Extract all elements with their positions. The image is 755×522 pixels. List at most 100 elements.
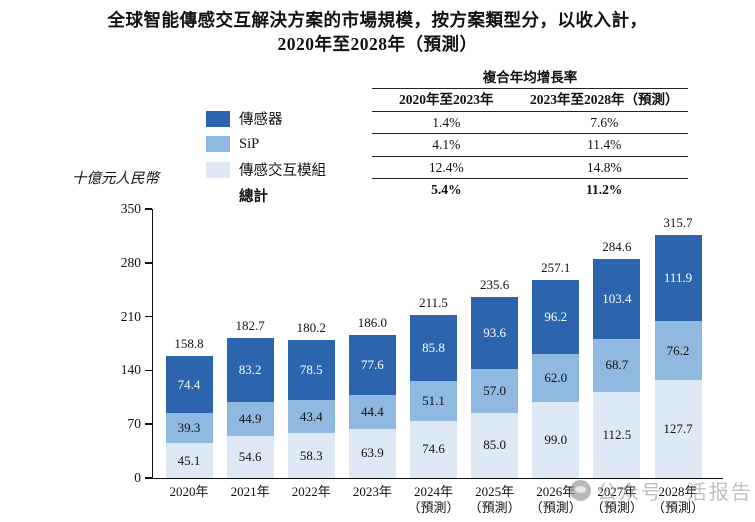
bar-segment-sensor: 77.6 <box>348 335 396 395</box>
y-axis-tick <box>144 262 152 264</box>
bar-segment-module: 54.6 <box>226 436 274 478</box>
bar-total-label: 186.0 <box>357 315 387 331</box>
segment-value-label: 68.7 <box>605 357 629 373</box>
cagr-row-total: 5.4% 11.2% <box>372 179 688 201</box>
segment-value-label: 58.3 <box>299 447 323 463</box>
bar-segment-sensor: 96.2 <box>532 280 580 355</box>
bar-segment-sip: 68.7 <box>593 338 641 392</box>
legend-item-label: 傳感器 <box>239 112 283 128</box>
legend-item-label: SiP <box>239 135 260 152</box>
legend-item-label: 傳感交互模組 <box>239 163 326 179</box>
segment-value-label: 44.4 <box>361 403 384 419</box>
bar-segment-module: 112.5 <box>593 391 641 478</box>
legend-swatch-icon <box>206 161 230 178</box>
bar-segment-sensor: 74.4 <box>165 355 213 414</box>
x-axis-category-label: 2024年 （預測） <box>407 484 460 515</box>
x-axis-category-label: 2025年 （預測） <box>468 484 521 515</box>
bar-segment-sensor: 78.5 <box>287 339 335 400</box>
bar-total-label: 158.8 <box>174 335 204 351</box>
bar-segment-sip: 57.0 <box>471 368 519 413</box>
cagr-total-value: 11.2% <box>586 182 623 197</box>
segment-value-label: 45.1 <box>177 452 201 468</box>
cagr-value: 11.4% <box>587 137 622 152</box>
cagr-value: 4.1% <box>432 137 461 152</box>
segment-value-label: 127.7 <box>663 420 693 436</box>
segment-value-label: 57.0 <box>483 382 506 398</box>
bar-total-label: 211.5 <box>419 295 448 311</box>
x-axis-category-label: 2027年 （預測） <box>590 484 643 515</box>
cagr-table: 複合年均增長率 2020年至2023年 2023年至2028年（預測） 1.4%… <box>372 69 688 201</box>
cagr-table-title: 複合年均增長率 <box>372 69 688 89</box>
x-axis-category-label: 2026年 （預測） <box>529 484 582 515</box>
cagr-row-sip: 4.1% 11.4% <box>372 134 688 157</box>
y-axis-tick-label: 210 <box>120 308 141 324</box>
segment-value-label: 96.2 <box>544 309 568 325</box>
x-axis-category-label: 2028年 （預測） <box>651 484 704 515</box>
x-axis-category-label: 2020年 <box>169 484 209 499</box>
bar-segment-sip: 44.4 <box>348 394 396 429</box>
chart-title-line1: 全球智能傳感交互解決方案的市場規模，按方案類型分，以收入計， <box>107 10 648 30</box>
segment-value-label: 63.9 <box>361 445 384 461</box>
segment-value-label: 62.0 <box>544 370 568 386</box>
segment-value-label: 111.9 <box>663 270 693 286</box>
bar-total-label: 284.6 <box>602 239 632 255</box>
cagr-total-value: 5.4% <box>431 182 462 197</box>
bar-total-label: 257.1 <box>541 260 571 276</box>
cagr-col-header-2: 2023年至2028年（預測） <box>530 92 679 107</box>
segment-value-label: 74.4 <box>177 376 201 392</box>
bar-segment-module: 127.7 <box>654 379 702 478</box>
y-axis-tick <box>144 477 152 479</box>
y-axis-tick <box>144 369 152 372</box>
segment-value-label: 74.6 <box>422 441 445 457</box>
bar-segment-sensor: 83.2 <box>226 337 274 402</box>
segment-value-label: 77.6 <box>361 356 384 372</box>
y-axis-tick <box>144 208 152 210</box>
cagr-row-sensor: 1.4% 7.6% <box>372 112 688 134</box>
bar-segment-module: 99.0 <box>532 401 580 478</box>
bar-segment-sensor: 111.9 <box>654 235 702 322</box>
bar-segment-sensor: 85.8 <box>410 315 457 382</box>
x-axis-category-label: 2021年 <box>230 484 270 499</box>
cagr-header-row: 2020年至2023年 2023年至2028年（預測） <box>372 89 688 112</box>
cagr-row-module: 12.4% 14.8% <box>372 157 688 179</box>
bar-segment-sip: 62.0 <box>532 354 580 402</box>
legend-swatch-icon <box>206 136 230 152</box>
cagr-value: 12.4% <box>428 159 464 175</box>
y-axis-tick-label: 140 <box>120 362 141 378</box>
bar-segment-sip: 43.4 <box>287 399 335 434</box>
cagr-value: 1.4% <box>432 114 461 130</box>
y-axis-tick-label: 70 <box>127 416 142 432</box>
segment-value-label: 51.1 <box>422 393 445 409</box>
cagr-value: 14.8% <box>586 159 622 175</box>
segment-value-label: 103.4 <box>602 291 632 307</box>
plot-area: 0 70 140 210 280 350 45.1 39.3 74.4 158.8 2020年 54.… <box>121 202 723 515</box>
x-axis-category-label: 2023年 <box>352 484 392 499</box>
y-axis-tick-label: 350 <box>120 201 141 216</box>
cagr-col-header-1: 2020年至2023年 <box>399 92 494 107</box>
segment-value-label: 85.0 <box>483 437 506 453</box>
segment-value-label: 54.6 <box>238 449 262 465</box>
bar-segment-module: 58.3 <box>287 433 335 478</box>
bar-segment-module: 45.1 <box>165 443 213 478</box>
segment-value-label: 44.9 <box>238 410 262 426</box>
segment-value-label: 43.4 <box>299 408 323 424</box>
x-axis-category-label: 2022年 <box>291 484 331 499</box>
segment-value-label: 85.8 <box>422 340 445 356</box>
legend: 傳感器 SiP 傳感交互模組 總計 <box>206 110 326 212</box>
bar-segment-sip: 44.9 <box>226 401 274 437</box>
bar-total-label: 235.6 <box>480 276 510 292</box>
legend-item: SiP <box>206 136 326 153</box>
bar-segment-sip: 39.3 <box>165 413 213 444</box>
y-axis-tick-label: 0 <box>134 470 141 485</box>
y-axis-unit-label: 十億元人民幣 <box>72 171 159 187</box>
segment-value-label: 93.6 <box>483 324 506 340</box>
legend-total-row: 總計 <box>206 187 326 205</box>
legend-total-label: 總計 <box>239 188 268 205</box>
bar-segment-sip: 51.1 <box>410 381 457 421</box>
segment-value-label: 76.2 <box>666 342 690 358</box>
segment-value-label: 112.5 <box>602 426 632 442</box>
legend-item: 傳感器 <box>206 110 326 128</box>
legend-item: 傳感交互模組 <box>206 161 326 179</box>
bar-segment-module: 74.6 <box>410 420 457 478</box>
legend-swatch-icon <box>206 110 230 127</box>
